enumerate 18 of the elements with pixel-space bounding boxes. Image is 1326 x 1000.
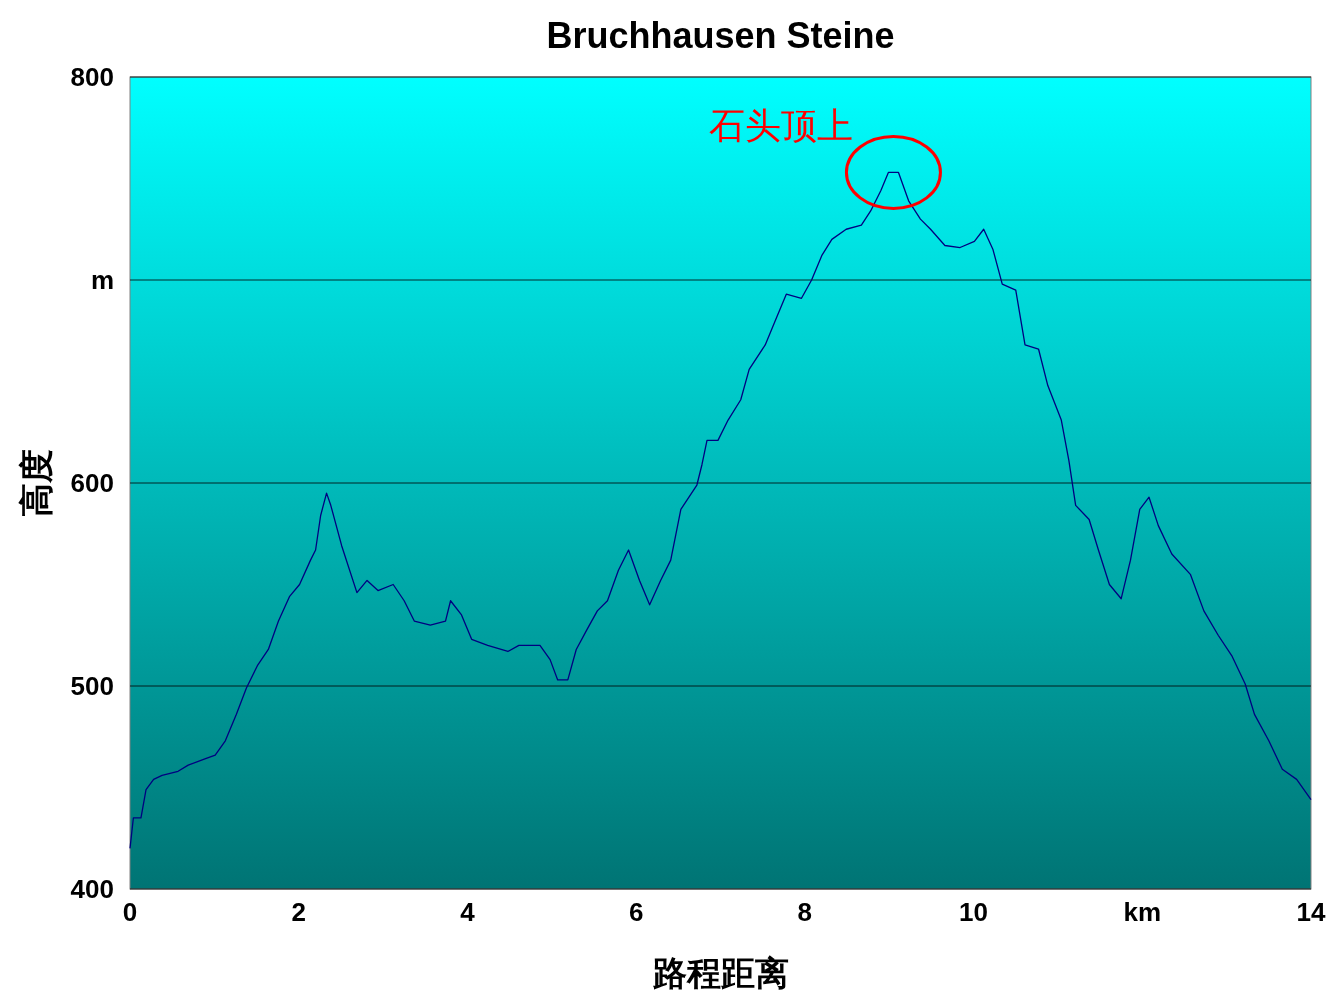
x-tick-label: 10	[959, 897, 989, 927]
x-tick-label: 2	[291, 897, 306, 927]
x-tick-label: km	[1123, 897, 1162, 927]
y-tick-label: 800	[70, 62, 114, 92]
chart-title: Bruchhausen Steine	[546, 15, 895, 56]
x-tick-label: 8	[797, 897, 813, 927]
x-tick-label: 6	[628, 897, 644, 927]
annotation: 石头顶上	[709, 105, 854, 147]
y-tick-label: m	[90, 265, 114, 295]
y-axis-title: 高度	[16, 449, 56, 517]
x-tick-label: 4	[460, 897, 476, 927]
line-series	[129, 171, 1312, 850]
y-tick-label: 400	[70, 874, 114, 904]
y-tick-label: 600	[70, 468, 114, 498]
x-tick-label: 14	[1296, 897, 1326, 927]
x-tick-label: 0	[122, 897, 138, 927]
y-tick-label: 500	[70, 671, 114, 701]
x-axis-title: 路程距离	[651, 953, 789, 993]
